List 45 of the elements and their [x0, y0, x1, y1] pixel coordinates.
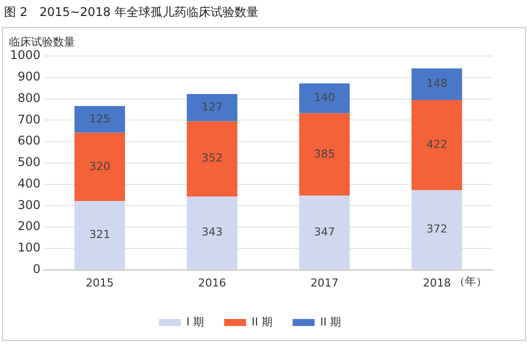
bar — [186, 121, 238, 196]
y-tick-label: 500 — [18, 155, 41, 170]
bar — [74, 106, 126, 133]
data-label: 372 — [426, 222, 448, 236]
data-label: 320 — [89, 160, 110, 173]
x-tick-label: 2017 — [310, 276, 338, 290]
legend-label: I 期 — [186, 315, 204, 328]
x-axis-title: （年） — [454, 275, 487, 288]
legend-label: II 期 — [320, 315, 342, 328]
data-label: 148 — [426, 77, 448, 90]
y-tick-label: 600 — [18, 134, 41, 148]
data-label: 422 — [426, 138, 448, 152]
data-label: 347 — [314, 225, 335, 238]
x-tick-label: 2018 — [422, 276, 451, 290]
y-tick-label: 0 — [32, 262, 41, 276]
y-tick-label: 400 — [18, 176, 41, 190]
data-label: 140 — [314, 91, 335, 104]
legend-label: II 期 — [252, 315, 273, 328]
bar — [186, 196, 238, 270]
bar — [299, 196, 350, 270]
data-label: 343 — [202, 226, 223, 239]
x-tick-label: 2015 — [86, 276, 114, 290]
y-tick-label: 700 — [18, 112, 41, 126]
y-tick-label: 1000 — [10, 48, 41, 62]
bar — [299, 113, 350, 196]
y-tick-label: 900 — [18, 70, 41, 84]
bar — [74, 201, 126, 270]
y-axis-title: 临床试验数量 — [9, 35, 75, 48]
data-label: 125 — [89, 112, 110, 126]
y-tick-label: 800 — [18, 90, 41, 105]
y-tick-label: 200 — [18, 219, 41, 234]
bar — [412, 100, 462, 190]
data-label: 352 — [202, 152, 223, 165]
data-label: 385 — [314, 147, 335, 160]
y-tick-label: 100 — [18, 240, 41, 255]
data-label: 127 — [202, 100, 223, 114]
chart-title: 图 2 2015~2018 年全球孤儿药临床试验数量 — [3, 4, 260, 21]
data-label: 321 — [89, 228, 110, 242]
x-tick-label: 2016 — [198, 276, 226, 290]
bar — [412, 68, 462, 100]
bar — [74, 132, 126, 202]
y-tick-label: 300 — [18, 198, 41, 212]
bar — [186, 94, 238, 122]
bar — [412, 190, 462, 270]
bar — [299, 83, 350, 114]
